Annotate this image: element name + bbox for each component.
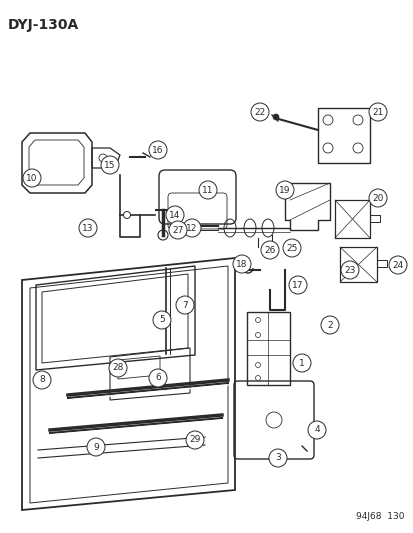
Circle shape <box>255 333 260 337</box>
Circle shape <box>368 103 386 121</box>
Circle shape <box>123 212 130 219</box>
Text: 27: 27 <box>172 225 183 235</box>
Circle shape <box>388 256 406 274</box>
Circle shape <box>368 189 386 207</box>
Text: 15: 15 <box>104 160 116 169</box>
Circle shape <box>176 296 194 314</box>
Text: 24: 24 <box>392 261 403 270</box>
Circle shape <box>153 311 171 329</box>
Text: 16: 16 <box>152 146 164 155</box>
Circle shape <box>255 318 260 322</box>
Circle shape <box>23 169 41 187</box>
Circle shape <box>233 255 250 273</box>
Circle shape <box>307 421 325 439</box>
Text: 11: 11 <box>202 185 213 195</box>
Circle shape <box>275 181 293 199</box>
Text: 12: 12 <box>186 223 197 232</box>
Circle shape <box>149 369 166 387</box>
Text: 8: 8 <box>39 376 45 384</box>
Text: 7: 7 <box>182 301 188 310</box>
Text: 6: 6 <box>155 374 161 383</box>
Text: 23: 23 <box>344 265 355 274</box>
Circle shape <box>166 206 183 224</box>
Text: 9: 9 <box>93 442 99 451</box>
Circle shape <box>149 141 166 159</box>
Text: 1: 1 <box>299 359 304 367</box>
Text: 13: 13 <box>82 223 93 232</box>
Circle shape <box>33 371 51 389</box>
Circle shape <box>320 316 338 334</box>
Text: 25: 25 <box>286 244 297 253</box>
Text: 21: 21 <box>371 108 383 117</box>
Text: 94J68  130: 94J68 130 <box>356 512 404 521</box>
Circle shape <box>255 376 260 381</box>
Text: 20: 20 <box>371 193 383 203</box>
Text: 14: 14 <box>169 211 180 220</box>
Circle shape <box>250 103 268 121</box>
Text: 26: 26 <box>263 246 275 254</box>
Circle shape <box>87 438 105 456</box>
Text: 2: 2 <box>326 320 332 329</box>
Text: 28: 28 <box>112 364 123 373</box>
Text: 19: 19 <box>279 185 290 195</box>
Text: 3: 3 <box>275 454 280 463</box>
Text: 4: 4 <box>313 425 319 434</box>
Text: 10: 10 <box>26 174 38 182</box>
Circle shape <box>79 219 97 237</box>
Text: 17: 17 <box>292 280 303 289</box>
Circle shape <box>185 431 204 449</box>
Circle shape <box>260 241 278 259</box>
Circle shape <box>183 219 201 237</box>
Circle shape <box>109 359 127 377</box>
Circle shape <box>268 449 286 467</box>
Circle shape <box>255 362 260 367</box>
Circle shape <box>101 156 119 174</box>
Circle shape <box>169 221 187 239</box>
Circle shape <box>282 239 300 257</box>
Circle shape <box>272 114 278 120</box>
Circle shape <box>340 261 358 279</box>
Circle shape <box>288 276 306 294</box>
Circle shape <box>199 181 216 199</box>
Text: 22: 22 <box>254 108 265 117</box>
Text: DYJ-130A: DYJ-130A <box>8 18 79 32</box>
Text: 29: 29 <box>189 435 200 445</box>
Text: 18: 18 <box>236 260 247 269</box>
Text: 5: 5 <box>159 316 164 325</box>
Circle shape <box>292 354 310 372</box>
